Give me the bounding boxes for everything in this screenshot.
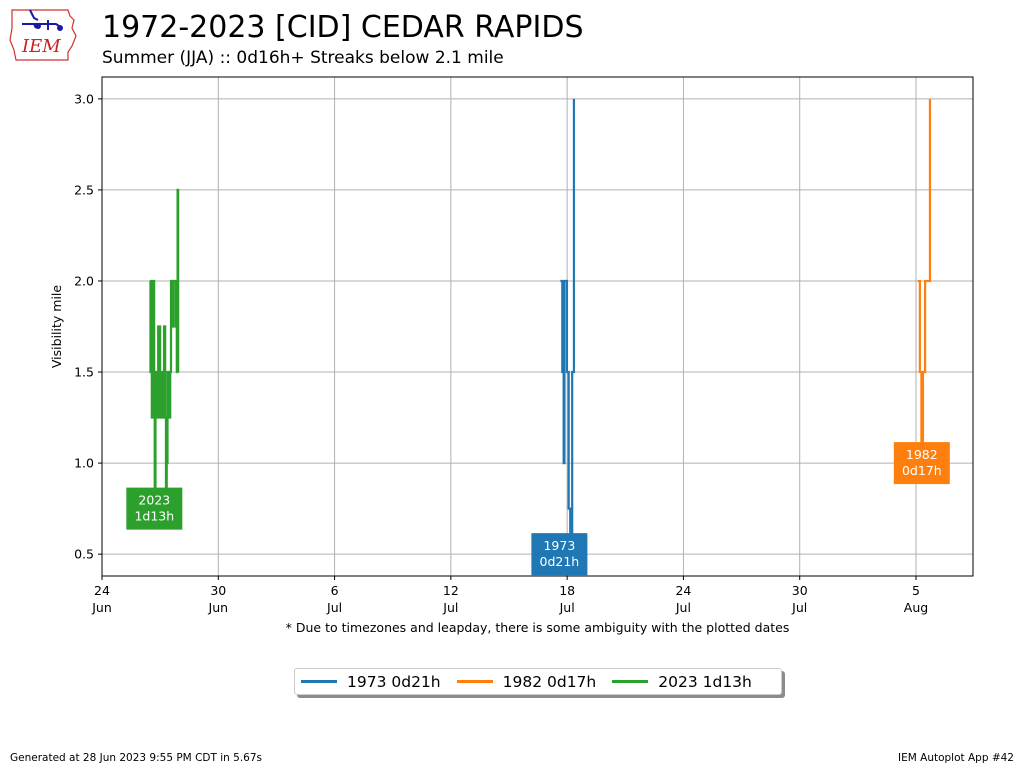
y-tick-label: 1.0 [74, 456, 94, 471]
series-line [917, 98, 932, 443]
series-annotation-label: 0d17h [902, 463, 942, 478]
x-tick-label-month: Jul [559, 600, 575, 615]
legend-swatch [301, 680, 337, 683]
y-axis-label: Visibility mile [49, 285, 64, 368]
x-tick-label-month: Jun [91, 600, 112, 615]
generated-timestamp: Generated at 28 Jun 2023 9:55 PM CDT in … [10, 752, 263, 764]
chart-title: 1972-2023 [CID] CEDAR RAPIDS [102, 10, 584, 45]
x-tick-label-day: 30 [210, 583, 226, 598]
x-tick-label-day: 30 [792, 583, 808, 598]
y-tick-label: 1.5 [74, 365, 94, 380]
x-tick-label-month: Jul [791, 600, 807, 615]
x-tick-label-month: Jun [208, 600, 229, 615]
x-tick-label-day: 6 [331, 583, 339, 598]
y-tick-label: 0.5 [74, 547, 94, 562]
series-annotation-box [126, 487, 183, 530]
series-annotation-label: 2023 [138, 493, 170, 508]
legend-swatch [612, 680, 649, 683]
y-tick-label: 3.0 [74, 91, 94, 106]
y-tick-label: 2.5 [74, 182, 94, 197]
y-tick-label: 2.0 [74, 273, 94, 288]
legend-item: 1982 0d17h [456, 672, 597, 691]
series-annotation-label: 1973 [543, 538, 575, 553]
chart-legend: 1973 0d21h 1982 0d17h 2023 1d13h [294, 668, 782, 695]
x-tick-label-day: 5 [912, 583, 920, 598]
chart-subtitle: Summer (JJA) :: 0d16h+ Streaks below 2.1… [102, 48, 504, 68]
series-annotation-label: 1d13h [134, 509, 174, 524]
series-annotation-box [531, 533, 588, 576]
x-tick-label-month: Aug [904, 600, 928, 615]
x-tick-label-month: Jul [326, 600, 342, 615]
series-annotation-label: 0d21h [540, 554, 580, 569]
x-tick-label-day: 24 [675, 583, 691, 598]
x-axis-label: * Due to timezones and leapday, there is… [286, 620, 790, 635]
app-id: IEM Autoplot App #42 [898, 752, 1014, 764]
x-tick-label-day: 12 [443, 583, 459, 598]
legend-label: 1982 0d17h [502, 672, 597, 691]
series-line [149, 188, 180, 492]
legend-item: 1973 0d21h [301, 673, 441, 691]
x-tick-label-day: 24 [94, 583, 110, 598]
legend-label: 2023 1d13h [658, 672, 752, 691]
legend-label: 1973 0d21h [347, 672, 441, 691]
logo-text: IEM [21, 36, 61, 57]
iowa-map-logo-icon: IEM [9, 9, 77, 61]
series-annotation-box [893, 442, 950, 485]
x-tick-label-month: Jul [442, 600, 458, 615]
iem-logo: IEM [8, 6, 78, 64]
series-annotation-label: 1982 [906, 447, 938, 462]
series-line [560, 98, 576, 534]
legend-swatch [456, 680, 493, 683]
legend-item: 2023 1d13h [612, 673, 752, 691]
plot-frame [101, 76, 974, 577]
x-tick-label-day: 18 [559, 583, 575, 598]
x-tick-label-month: Jul [675, 600, 691, 615]
